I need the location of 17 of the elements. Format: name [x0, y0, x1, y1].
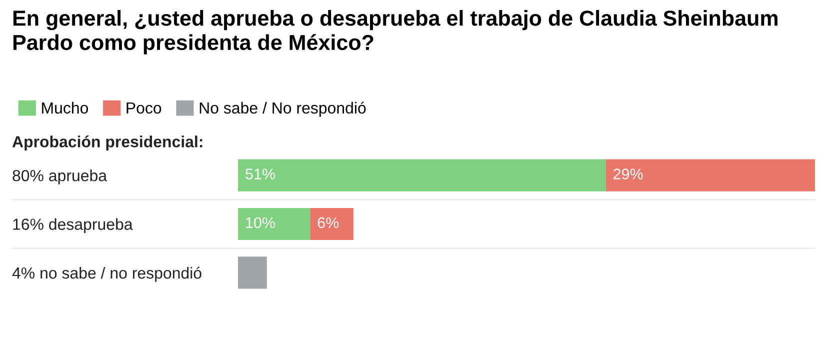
data-label: 10%	[246, 217, 275, 228]
y-tick-label: 80% aprueba	[12, 170, 108, 184]
bar	[606, 159, 815, 192]
data-label: 6%	[318, 217, 339, 228]
chart-title: En general, ¿usted aprueba o desaprueba el trabajo de Claudia Sheinbaum Pardo como presidenta de México?	[13, 10, 778, 54]
text: Aprobación presidencial:	[12, 135, 202, 151]
legend-label: No sabe / No respondió	[200, 102, 366, 117]
legend-label: Mucho	[42, 102, 88, 114]
y-tick-label: 16% desaprueba	[13, 218, 133, 234]
bar	[238, 159, 606, 192]
legend-label: Poco	[126, 102, 162, 114]
bar	[238, 208, 310, 240]
bar	[310, 208, 354, 240]
bar	[238, 256, 267, 289]
y-tick-label: 4% no sabe / no respondió	[12, 266, 202, 282]
data-label: 51%	[246, 168, 275, 180]
data-label: 29%	[614, 168, 643, 180]
